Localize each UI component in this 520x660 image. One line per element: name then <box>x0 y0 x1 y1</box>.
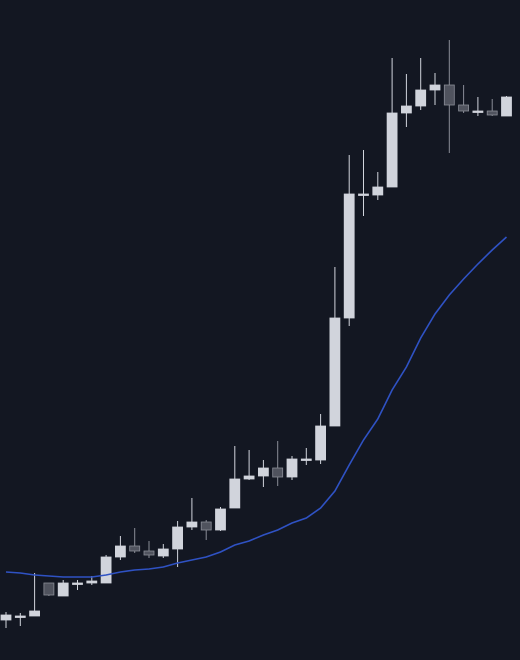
candle-body <box>186 521 198 528</box>
candle-body <box>172 526 184 550</box>
candle-body <box>358 193 369 196</box>
candle-body <box>486 110 498 116</box>
candle-body <box>157 548 169 557</box>
candle-body <box>14 615 26 618</box>
candle-body <box>501 96 512 117</box>
candle-body <box>372 186 384 196</box>
candle-body <box>100 556 112 584</box>
candle-body <box>429 84 441 91</box>
candle-body <box>57 582 69 597</box>
candle-body <box>0 614 12 621</box>
candle-body <box>286 458 298 478</box>
candle-body <box>229 478 241 509</box>
candle-body <box>129 545 141 552</box>
candle-body <box>200 521 212 531</box>
candle-body <box>272 467 284 478</box>
candle-body <box>243 475 255 480</box>
candle-body <box>315 425 327 461</box>
candle-body <box>115 545 126 558</box>
candle-body <box>300 458 312 461</box>
candle-body <box>29 610 41 617</box>
candle-body <box>215 508 226 531</box>
candle-body <box>386 112 398 188</box>
moving-average-line <box>5 236 508 578</box>
candle-body <box>329 317 341 427</box>
candle-body <box>72 582 83 585</box>
candle-body <box>43 582 55 596</box>
candle-body <box>143 550 155 556</box>
candle-body <box>343 193 355 319</box>
candle-body <box>443 84 455 106</box>
candle-body <box>86 580 98 584</box>
candle-body <box>415 89 427 107</box>
candle-body <box>458 104 470 112</box>
candle-body <box>472 110 484 113</box>
candle-body <box>400 105 412 114</box>
candle-body <box>257 467 269 477</box>
